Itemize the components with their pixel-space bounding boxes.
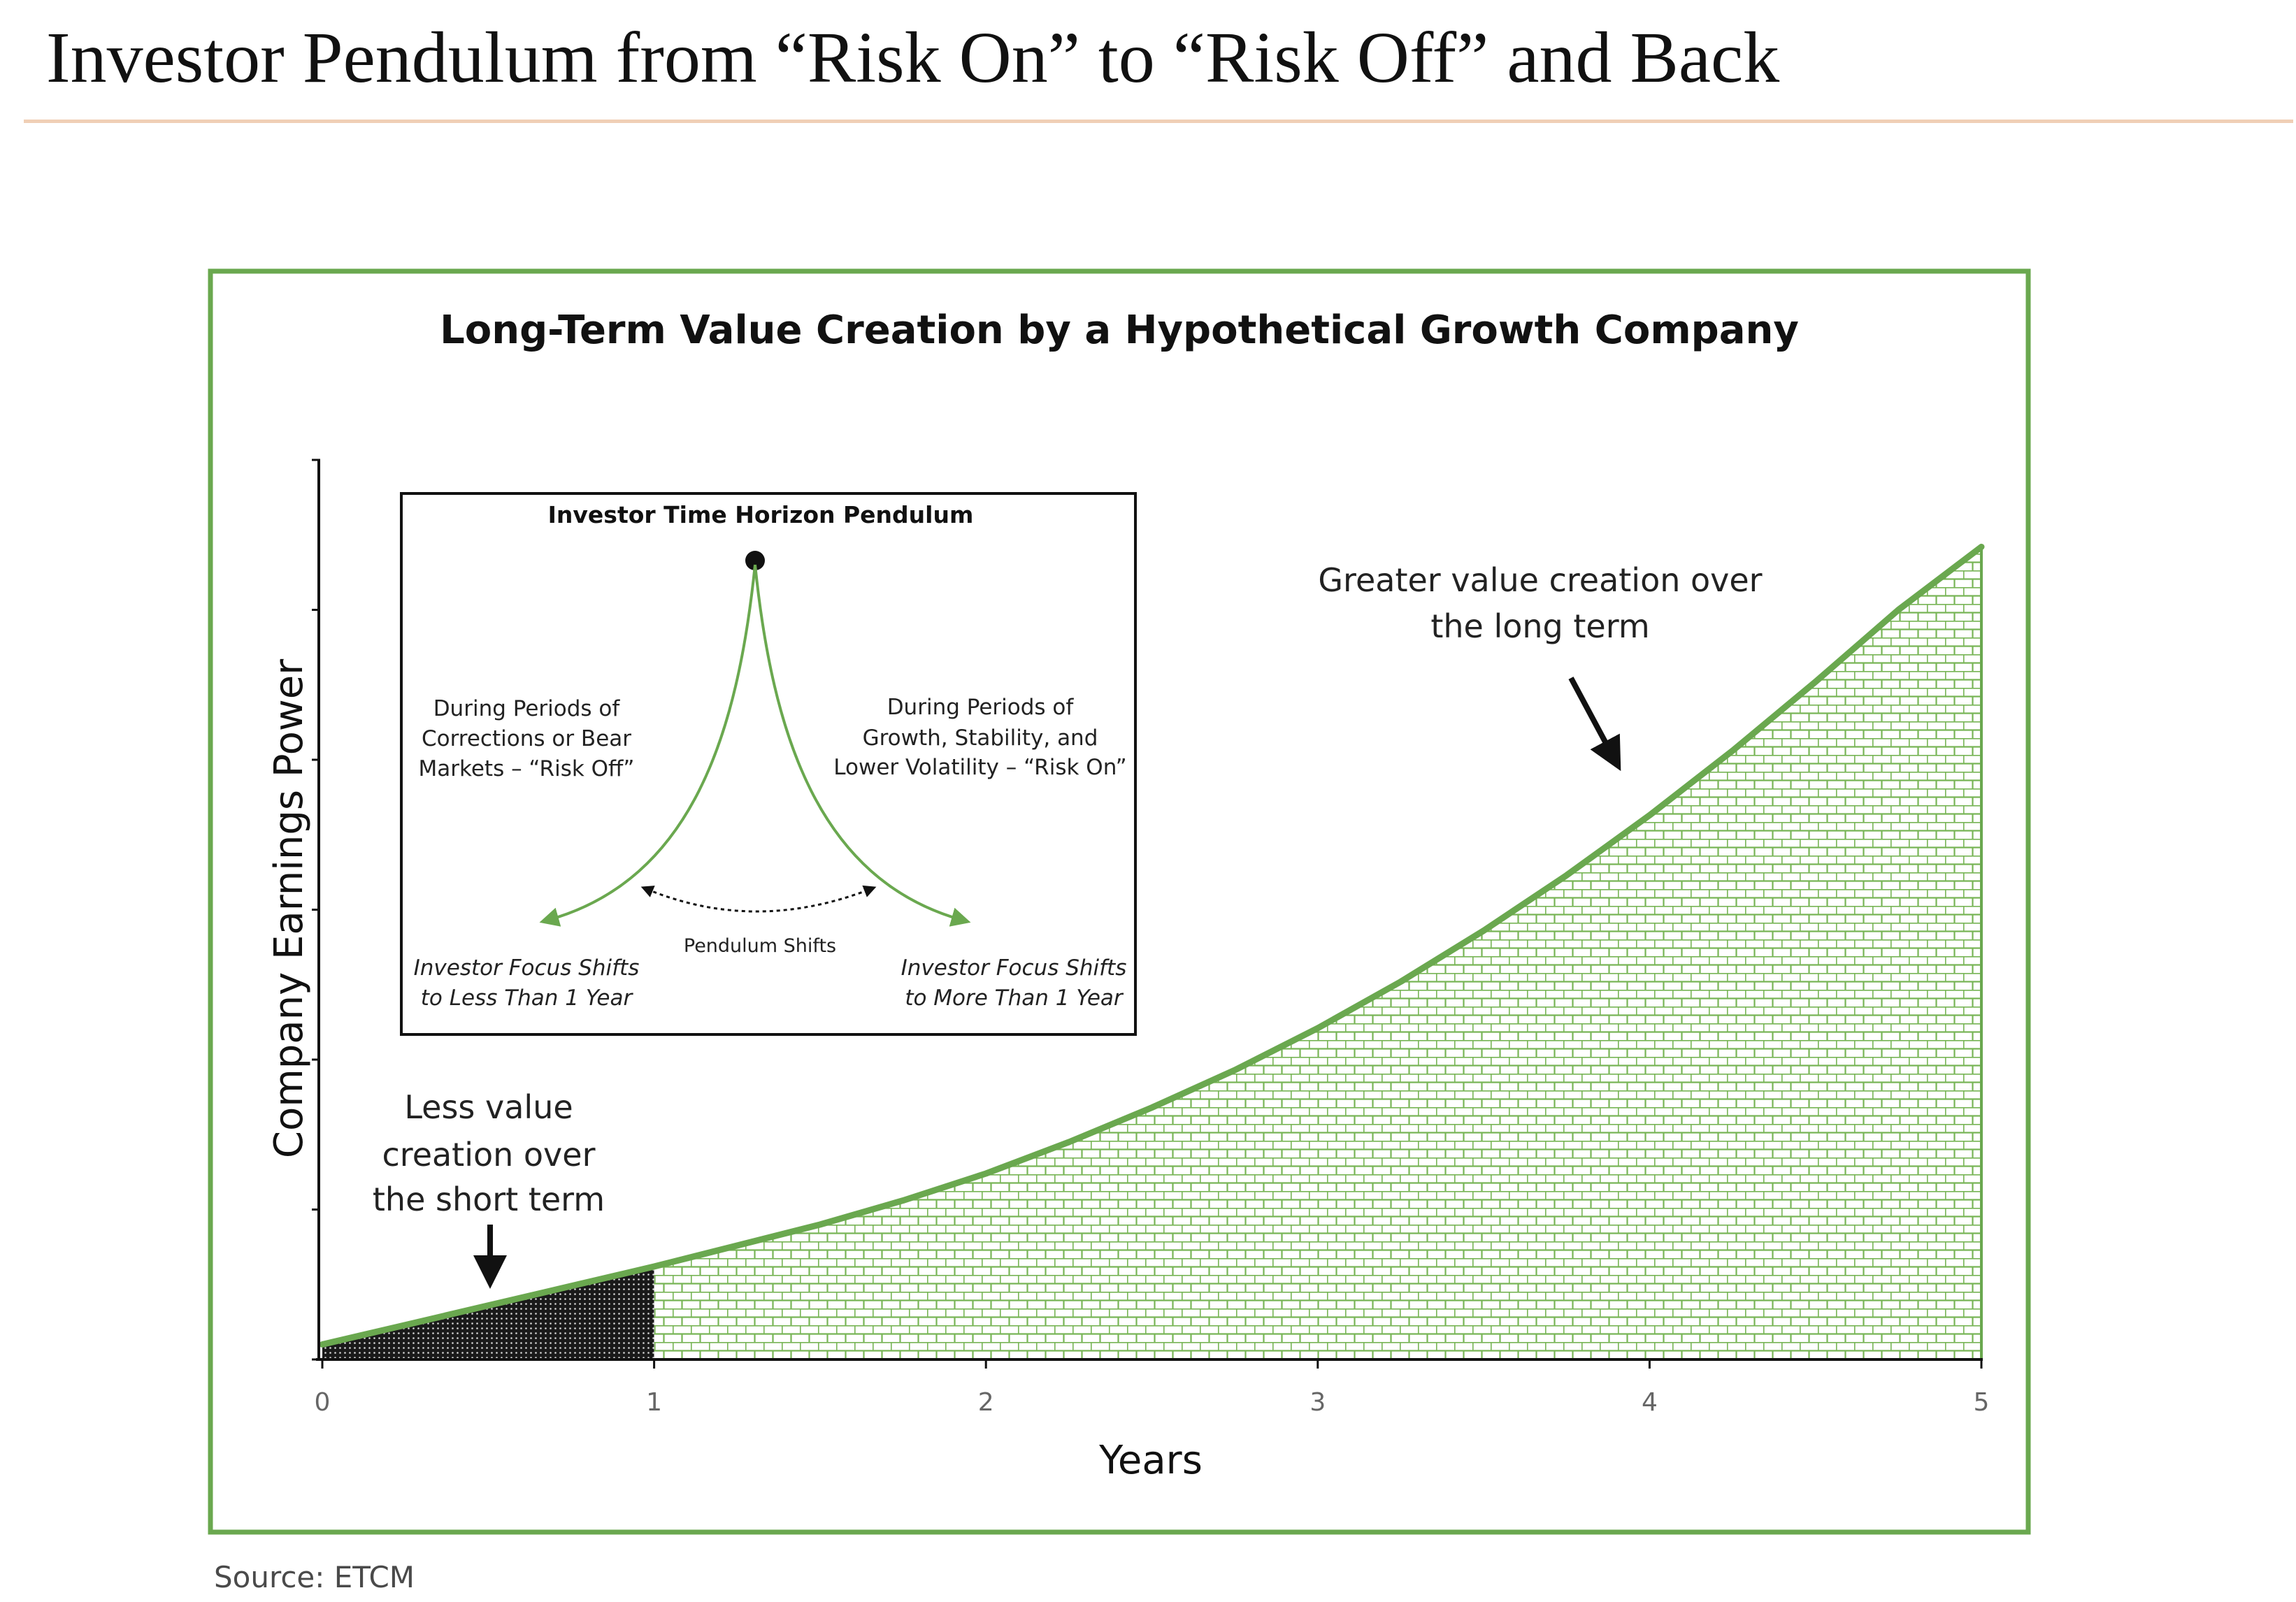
pendulum-inset: Investor Time Horizon Pendulum During Pe… <box>400 492 1137 1036</box>
long-term-arrow <box>1568 677 1621 772</box>
x-tick-label: 2 <box>978 1388 994 1417</box>
pendulum-shifts-label: Pendulum Shifts <box>684 935 836 957</box>
short-term-note-line-2: creation over <box>382 1136 596 1174</box>
x-tick-label: 3 <box>1310 1388 1326 1417</box>
long-term-note-line-2: the long term <box>1430 607 1649 645</box>
pendulum-left-swing <box>539 564 756 927</box>
y-axis-label: Company Earnings Power <box>266 658 312 1158</box>
short-term-note-line-1: Less value <box>404 1088 573 1126</box>
inset-box <box>400 492 1137 1036</box>
plot-area <box>319 543 1985 1359</box>
inset-bottom-left-1: Investor Focus Shifts <box>414 955 640 981</box>
x-tick-label: 1 <box>646 1388 662 1417</box>
x-tick-label: 0 <box>315 1388 331 1417</box>
inset-left-text-2: Corrections or Bear <box>422 726 631 751</box>
inset-left-text-1: During Periods of <box>433 696 621 721</box>
page-title: Investor Pendulum from “Risk On” to “Ris… <box>46 17 1780 98</box>
earnings-curve <box>319 543 1985 1348</box>
chart-frame <box>208 268 2031 1535</box>
inset-right-text-2: Growth, Stability, and <box>863 726 1098 751</box>
pendulum-pivot <box>745 551 765 570</box>
x-tick-label: 4 <box>1642 1388 1658 1417</box>
inset-title: Investor Time Horizon Pendulum <box>548 501 974 528</box>
inset-left-text-3: Markets – “Risk Off” <box>419 756 635 781</box>
y-axis-ticks <box>312 459 320 1361</box>
pendulum-right-swing <box>754 564 971 927</box>
title-divider <box>24 120 2293 123</box>
source-note: Source: ETCM <box>214 1560 415 1594</box>
long-term-note-line-1: Greater value creation over <box>1318 561 1762 599</box>
inset-bottom-right-2: to More Than 1 Year <box>905 986 1124 1011</box>
chart-title: Long-Term Value Creation by a Hypothetic… <box>440 308 1799 353</box>
x-tick-label: 5 <box>1974 1388 1990 1417</box>
x-axis-label: Years <box>1098 1438 1203 1483</box>
x-axis-ticks: 0 1 2 3 4 5 <box>315 1359 1990 1417</box>
inset-right-text-1: During Periods of <box>887 695 1075 720</box>
inset-bottom-left-2: to Less Than 1 Year <box>421 986 634 1011</box>
pendulum-shift-arrow <box>640 885 877 913</box>
inset-bottom-right-1: Investor Focus Shifts <box>901 955 1127 981</box>
inset-right-text-3: Lower Volatility – “Risk On” <box>833 755 1126 780</box>
long-term-area <box>654 547 1981 1359</box>
short-term-note-line-3: the short term <box>373 1181 605 1218</box>
short-term-area <box>322 1267 654 1359</box>
